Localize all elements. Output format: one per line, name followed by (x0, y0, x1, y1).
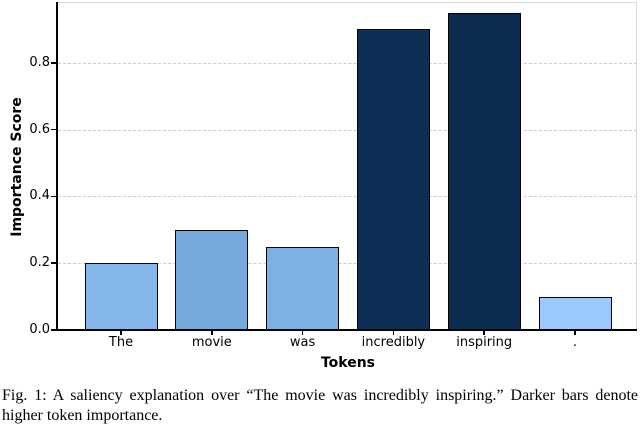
y-tick-0 (51, 329, 56, 331)
gridline-0.6 (57, 129, 637, 131)
x-tick-label-0: The (108, 335, 134, 350)
y-tick-label-3: 0.6 (29, 121, 50, 137)
y-tick-3 (51, 128, 56, 131)
plot-right-spine (636, 2, 637, 331)
gridline-0.8 (57, 62, 637, 64)
x-tick-label-2: was (289, 335, 316, 350)
x-tick-3 (392, 331, 395, 335)
x-tick-label-4: inspiring (456, 335, 513, 350)
bar-movie (175, 229, 249, 330)
x-tick-label-1: movie (191, 335, 232, 350)
bar-was (266, 246, 340, 330)
gridline-0.4 (57, 196, 637, 198)
y-tick-label-0: 0.0 (29, 322, 50, 337)
bar-inspiring (447, 12, 521, 330)
x-tick-0 (120, 331, 122, 335)
gridline-0.2 (57, 263, 637, 265)
bar-The (84, 263, 158, 330)
plot-top-spine (56, 2, 637, 3)
bar- (538, 296, 612, 330)
y-axis-label: Importance Score (9, 97, 25, 237)
x-tick-label-5: . (572, 335, 578, 350)
y-tick-label-2: 0.4 (29, 188, 50, 204)
figure-caption: Fig. 1: A saliency explanation over “The… (2, 387, 638, 424)
x-tick-4 (483, 331, 485, 335)
y-tick-2 (51, 195, 56, 198)
x-tick-1 (211, 331, 213, 335)
y-tick-label-1: 0.2 (29, 255, 50, 271)
x-axis-label: Tokens (320, 355, 376, 371)
y-tick-label-4: 0.8 (29, 54, 50, 70)
x-tick-2 (301, 331, 304, 335)
bar-incredibly (356, 29, 430, 330)
x-tick-label-3: incredibly (361, 335, 426, 350)
y-tick-4 (51, 62, 56, 64)
y-tick-1 (51, 262, 56, 264)
y-axis-spine (56, 2, 58, 331)
x-axis-spine (56, 329, 637, 331)
x-tick-5 (574, 331, 576, 335)
